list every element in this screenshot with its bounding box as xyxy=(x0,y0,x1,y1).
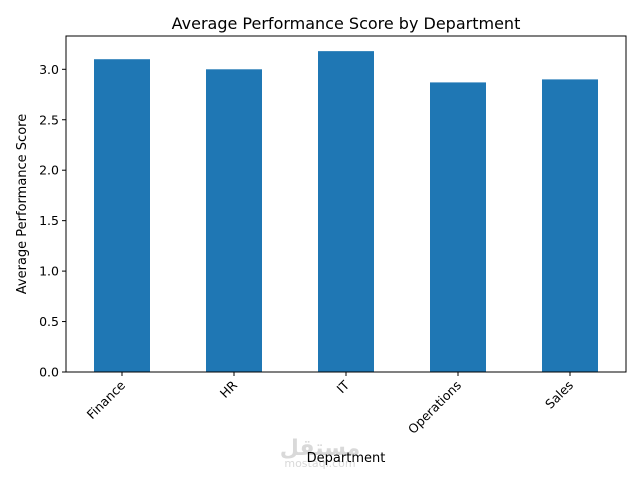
bar-sales xyxy=(542,79,598,372)
y-axis: 0.0 0.5 1.0 1.5 2.0 2.5 3.0 xyxy=(39,62,66,380)
y-tick-label: 3.0 xyxy=(39,62,59,77)
y-tick-label: 0.5 xyxy=(39,314,59,329)
watermark-url: mostaql.com xyxy=(284,457,355,470)
y-tick-label: 0.0 xyxy=(39,365,59,380)
bars-group xyxy=(94,51,598,373)
y-tick-label: 1.0 xyxy=(39,264,59,279)
bar-it xyxy=(318,51,374,372)
bar-operations xyxy=(430,82,486,372)
bar-hr xyxy=(206,69,262,373)
y-tick-label: 2.5 xyxy=(39,112,59,127)
plot-frame xyxy=(65,35,627,373)
watermark-logo-text: مستقل xyxy=(280,436,360,461)
y-axis-label: Average Performance Score xyxy=(15,114,30,294)
x-axis-label: Department xyxy=(307,451,386,466)
watermark-logo: مستقل mostaql.com xyxy=(280,436,360,470)
chart-title: Average Performance Score by Department xyxy=(172,14,521,33)
bar-finance xyxy=(94,59,150,373)
y-tick-label: 2.0 xyxy=(39,163,59,178)
y-tick-label: 1.5 xyxy=(39,213,59,228)
